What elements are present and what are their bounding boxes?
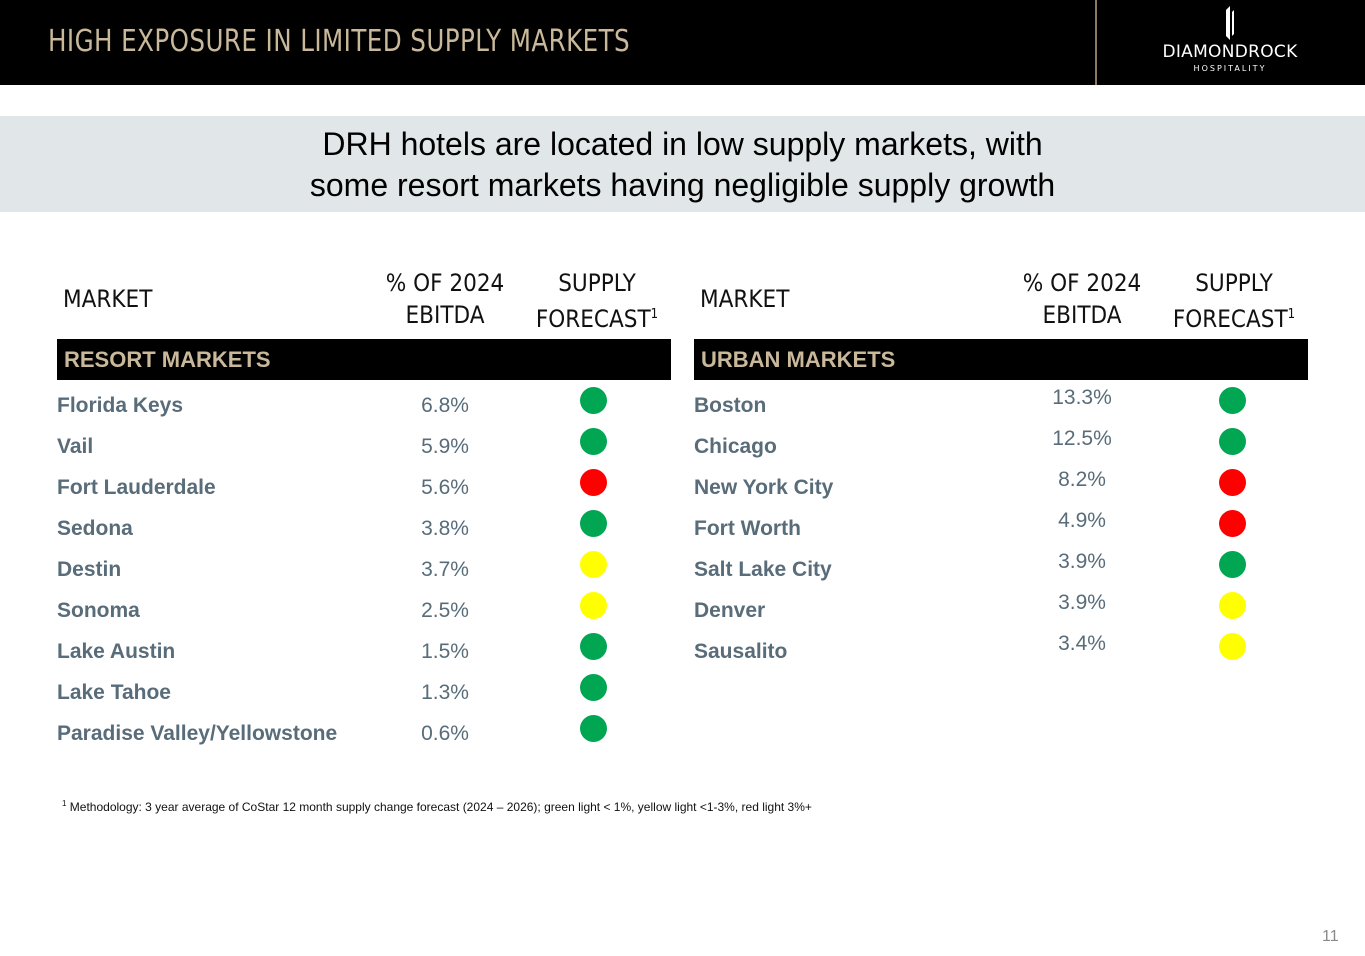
logo-name: DIAMONDROCK	[1162, 42, 1298, 62]
ebitda-percent: 0.6%	[421, 722, 469, 745]
market-name: Destin	[57, 558, 122, 581]
table-row: Vail 5.9%	[57, 428, 671, 475]
market-name: Paradise Valley/Yellowstone	[57, 722, 338, 745]
page-title: HIGH EXPOSURE IN LIMITED SUPPLY MARKETS	[48, 24, 631, 59]
ebitda-percent: 2.5%	[421, 599, 469, 622]
ebitda-percent: 8.2%	[1058, 468, 1106, 491]
market-name: Salt Lake City	[694, 558, 832, 581]
supply-light-icon	[580, 592, 607, 619]
header-bar: HIGH EXPOSURE IN LIMITED SUPPLY MARKETS …	[0, 0, 1365, 85]
ebitda-percent: 12.5%	[1052, 427, 1112, 450]
market-name: Fort Lauderdale	[57, 476, 216, 499]
table-row: Florida Keys 6.8%	[57, 387, 671, 434]
market-name: Boston	[694, 394, 767, 417]
page-number: 11	[1322, 928, 1339, 945]
supply-light-icon	[1219, 633, 1246, 660]
market-name: New York City	[694, 476, 834, 499]
resort-section-bar: RESORT MARKETS	[57, 339, 671, 380]
ebitda-percent: 1.3%	[421, 681, 469, 704]
supply-light-icon	[1219, 428, 1246, 455]
supply-light-icon	[580, 674, 607, 701]
table-row: Sedona 3.8%	[57, 510, 671, 557]
market-name: Florida Keys	[57, 394, 184, 417]
market-name: Sonoma	[57, 599, 140, 622]
table-row: Sausalito 3.4%	[694, 632, 1308, 680]
urban-pct-header: % OF 2024 EBITDA	[1022, 269, 1142, 329]
ebitda-percent: 1.5%	[421, 640, 469, 663]
ebitda-percent: 5.6%	[421, 476, 469, 499]
supply-light-icon	[1219, 551, 1246, 578]
resort-pct-header: % OF 2024 EBITDA	[385, 269, 505, 329]
table-row: Boston 13.3%	[694, 386, 1308, 434]
market-name: Denver	[694, 599, 766, 622]
table-row: Chicago 12.5%	[694, 427, 1308, 475]
supply-light-icon	[580, 469, 607, 496]
table-row: New York City 8.2%	[694, 468, 1308, 516]
table-row: Lake Tahoe 1.3%	[57, 674, 671, 721]
market-name: Fort Worth	[694, 517, 801, 540]
company-logo: DIAMONDROCK HOSPITALITY	[1140, 6, 1320, 76]
supply-light-icon	[580, 715, 607, 742]
ebitda-percent: 3.8%	[421, 517, 469, 540]
ebitda-percent: 3.9%	[1058, 550, 1106, 573]
market-name: Sausalito	[694, 640, 788, 663]
supply-light-icon	[1219, 387, 1246, 414]
diamondrock-logo-icon	[1226, 6, 1234, 40]
header-divider	[1095, 0, 1097, 85]
table-row: Sonoma 2.5%	[57, 592, 671, 639]
ebitda-percent: 3.9%	[1058, 591, 1106, 614]
table-row: Fort Worth 4.9%	[694, 509, 1308, 557]
table-row: Fort Lauderdale 5.6%	[57, 469, 671, 516]
footnote: 1 Methodology: 3 year average of CoStar …	[62, 799, 812, 814]
ebitda-percent: 6.8%	[421, 394, 469, 417]
table-row: Lake Austin 1.5%	[57, 633, 671, 680]
table-row: Denver 3.9%	[694, 591, 1308, 639]
market-name: Lake Austin	[57, 640, 176, 663]
supply-light-icon	[580, 551, 607, 578]
market-name: Lake Tahoe	[57, 681, 171, 704]
table-row: Salt Lake City 3.9%	[694, 550, 1308, 598]
market-name: Vail	[57, 435, 94, 458]
supply-light-icon	[580, 633, 607, 660]
ebitda-percent: 5.9%	[421, 435, 469, 458]
market-name: Chicago	[694, 435, 777, 458]
ebitda-percent: 4.9%	[1058, 509, 1106, 532]
banner-line-2: some resort markets having negligible su…	[309, 167, 1056, 203]
supply-light-icon	[1219, 510, 1246, 537]
urban-supply-header: SUPPLY FORECAST1	[1172, 269, 1296, 333]
supply-light-icon	[1219, 469, 1246, 496]
summary-banner: DRH hotels are located in low supply mar…	[0, 116, 1365, 212]
logo-subtitle: HOSPITALITY	[1193, 64, 1267, 73]
ebitda-percent: 3.4%	[1058, 632, 1106, 655]
market-name: Sedona	[57, 517, 133, 540]
table-row: Destin 3.7%	[57, 551, 671, 598]
supply-light-icon	[580, 510, 607, 537]
ebitda-percent: 3.7%	[421, 558, 469, 581]
urban-section-bar: URBAN MARKETS	[694, 339, 1308, 380]
banner-line-1: DRH hotels are located in low supply mar…	[322, 126, 1043, 162]
urban-market-header: MARKET	[700, 285, 790, 313]
supply-light-icon	[580, 387, 607, 414]
ebitda-percent: 13.3%	[1052, 386, 1112, 409]
table-row: Paradise Valley/Yellowstone 0.6%	[57, 715, 671, 762]
supply-light-icon	[1219, 592, 1246, 619]
resort-market-header: MARKET	[63, 285, 153, 313]
resort-supply-header: SUPPLY FORECAST1	[535, 269, 659, 333]
supply-light-icon	[580, 428, 607, 455]
